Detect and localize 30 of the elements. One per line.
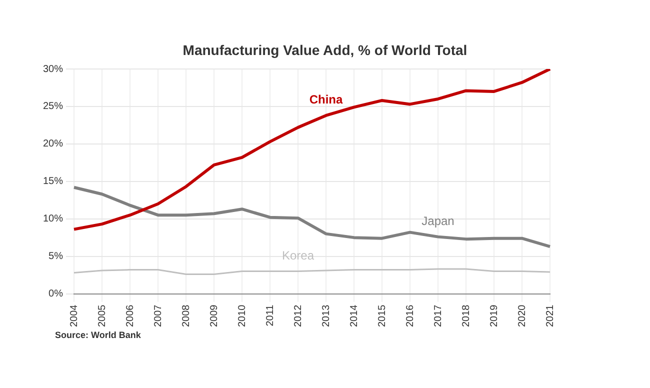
x-tick-label: 2020: [516, 304, 528, 328]
chart-title: Manufacturing Value Add, % of World Total: [182, 42, 468, 58]
x-tick-label: 2016: [404, 304, 416, 328]
x-tick-label: 2010: [236, 304, 248, 328]
x-tick-label: 2009: [208, 304, 220, 328]
series-label: China: [309, 92, 343, 106]
x-tick-label: 2007: [152, 304, 164, 328]
x-tick-label: 2012: [292, 304, 304, 328]
x-tick-label: 2017: [432, 304, 444, 328]
y-tick-label: 30%: [43, 64, 64, 75]
y-tick-label: 15%: [43, 176, 64, 188]
x-tick-label: 2015: [376, 304, 388, 328]
x-tick-label: 2019: [488, 304, 500, 328]
x-tick-label: 2018: [460, 304, 472, 328]
x-tick-label: 2011: [264, 304, 276, 326]
x-tick-label: 2008: [180, 304, 192, 328]
x-tick-label: 2004: [68, 304, 80, 328]
x-tick-label: 2013: [320, 304, 332, 328]
y-tick-label: 25%: [43, 101, 64, 112]
x-tick-label: 2014: [348, 304, 360, 328]
y-tick-label: 20%: [43, 138, 64, 150]
source-note: Source: World Bank: [55, 330, 141, 340]
y-tick-label: 0%: [48, 288, 64, 300]
x-tick-label: 2005: [96, 304, 108, 328]
series-label: Japan: [422, 214, 454, 228]
x-tick-label: 2006: [124, 304, 136, 328]
series-label: Korea: [282, 248, 314, 262]
y-tick-label: 10%: [43, 214, 64, 225]
x-tick-label: 2021: [544, 304, 556, 328]
y-tick-label: 5%: [48, 251, 64, 262]
